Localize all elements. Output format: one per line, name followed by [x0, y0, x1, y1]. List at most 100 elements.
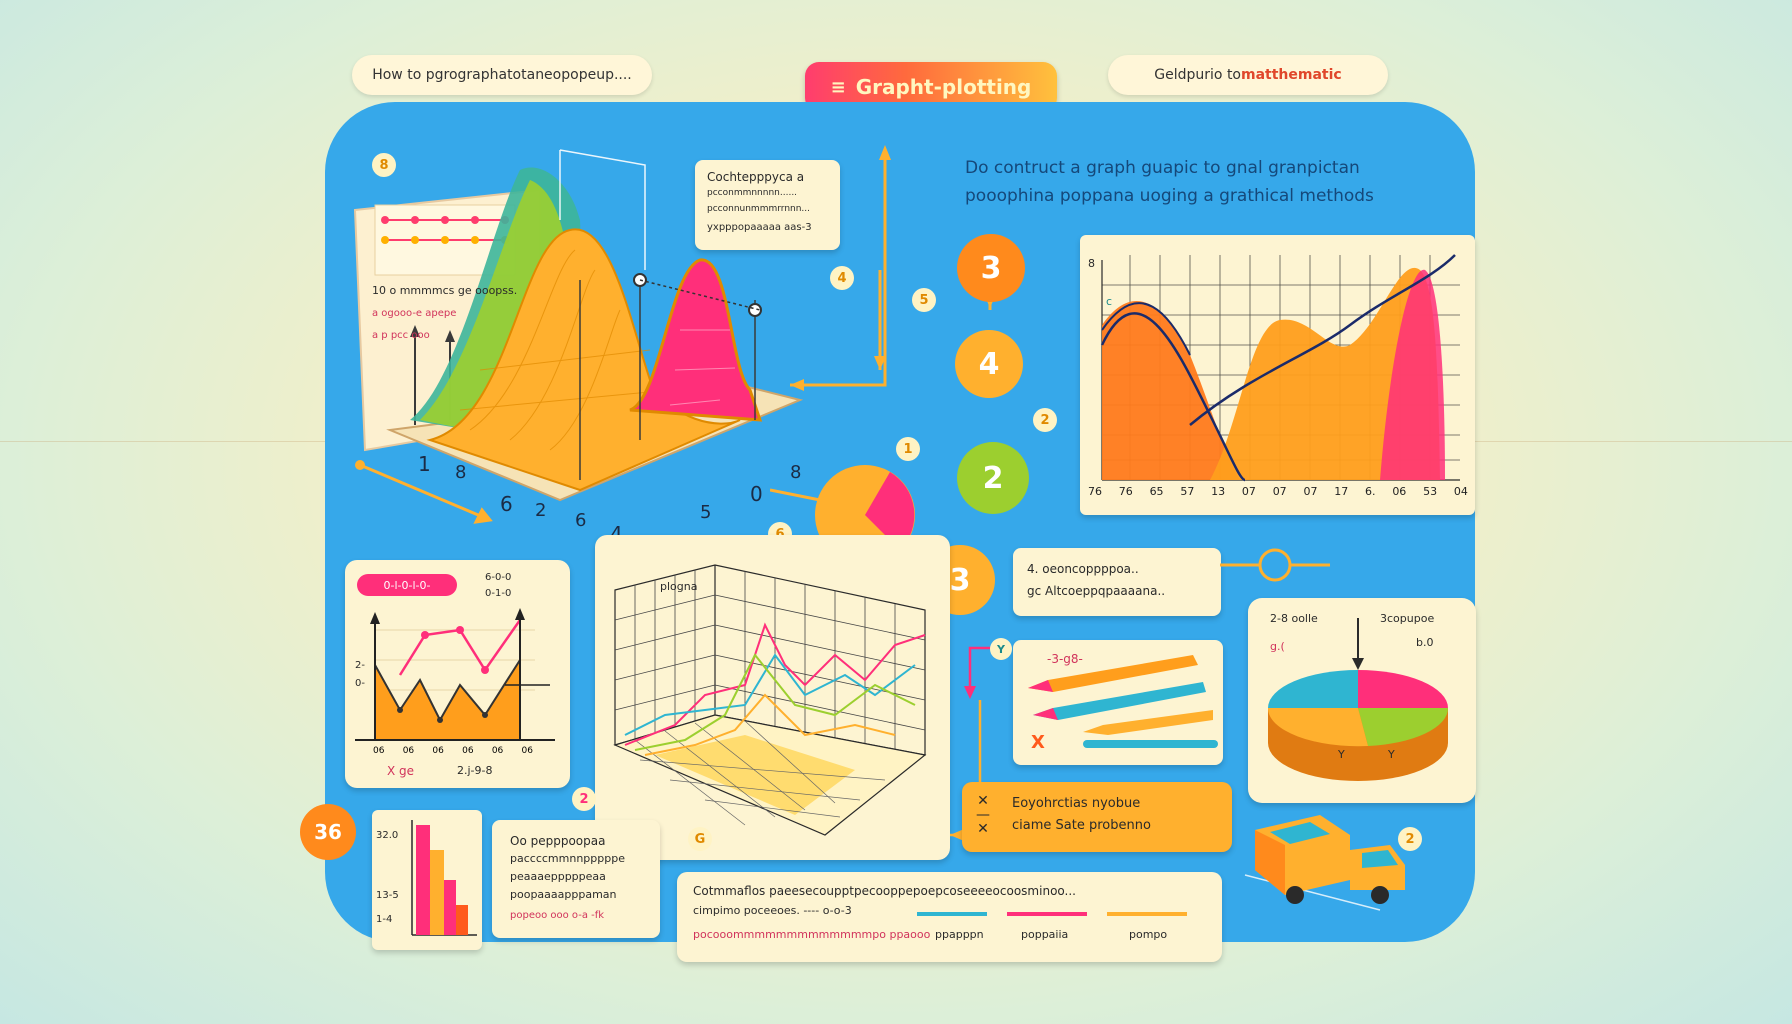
line-chart-side-1: 6-0-0: [485, 572, 512, 583]
flow-badge-mid: 4: [955, 330, 1023, 398]
surface-axis-num: 2: [535, 500, 547, 521]
flow-badge-top: 3: [957, 234, 1025, 302]
surface-axis-num: 6: [575, 510, 587, 531]
surface-panel-line-1: 10 o mmmmcs ge ooopss.: [372, 284, 518, 297]
pen-3: [1083, 710, 1213, 735]
header-title-text: Grapht-plotting: [855, 75, 1032, 99]
header-right-pill[interactable]: Geldpurio to matthematic: [1108, 55, 1388, 95]
area-chart-xtick: 65: [1149, 485, 1164, 498]
area-chart-xtick: 17: [1334, 485, 1349, 498]
legend-item-3: pompo: [1129, 928, 1168, 941]
pie-label-left-2: g.(: [1270, 640, 1285, 653]
pen-1: [1028, 655, 1198, 692]
pie-label-right: 3copupoe: [1380, 612, 1435, 625]
legend-card: Cotmmaflos paeesecoupptpecooppepoepcosee…: [677, 872, 1222, 962]
intro-line-1: Do contruct a graph guapic to gnal granp…: [965, 158, 1360, 178]
legend-swatch-orange: [1107, 912, 1187, 916]
area-chart-xtick: 53: [1423, 485, 1438, 498]
pens-y-tag: Y: [990, 638, 1012, 660]
info-card-line-2: gc Altcoeppqpaaaana..: [1027, 584, 1166, 598]
bar-ytick: 32.0: [376, 830, 399, 841]
area-chart-xtick: 57: [1180, 485, 1195, 498]
info-card: 4. oeoncoppppoa.. gc Altcoeppqpaaaana..: [1013, 548, 1221, 616]
header-left-text: How to pgrographatotaneopopeup....: [372, 67, 632, 83]
pie-y-mark: Y: [1338, 748, 1345, 761]
info-card-line-1: 4. oeoncoppppoa..: [1027, 562, 1139, 576]
line-chart-side-2: 0-1-0: [485, 588, 512, 599]
line-chart-xtick: 06: [402, 746, 415, 756]
line-chart-xtick: 06: [521, 746, 533, 756]
line-chart-xtick: 06: [462, 746, 474, 756]
flow-badge-low: 2: [957, 442, 1029, 514]
surface-bubble-line-3: pcconnunmmmrrnnn...: [707, 204, 811, 214]
area-chart-xtick: 6.: [1365, 485, 1376, 498]
pen-2: [1033, 682, 1206, 720]
info-connector: [1220, 548, 1330, 582]
text-card-line-1: Oo pepppoopaa: [510, 834, 606, 848]
surface-bubble-line-2: pcconmmnnnnn......: [707, 188, 798, 198]
legend-swatch-pink: [1007, 912, 1087, 916]
truck-icon: [1244, 815, 1405, 911]
area-chart-xtick: 13: [1211, 485, 1226, 498]
surface-axis-num: 1: [418, 452, 431, 476]
small-badge: 1: [896, 437, 920, 461]
pie-label-right-2: b.0: [1416, 636, 1434, 649]
small-badge: 5: [912, 288, 936, 312]
pie-3d: [1267, 618, 1449, 781]
pie-label-left: 2-8 oolle: [1270, 612, 1318, 625]
line-chart-xtick: 06: [373, 746, 385, 756]
small-badge: 4: [830, 266, 854, 290]
text-card-line-2: paccccmmnnpppppe: [510, 852, 625, 865]
area-chart-xtick: 76: [1118, 485, 1133, 498]
legend-item-2: poppaiia: [1021, 928, 1069, 941]
header-left-pill[interactable]: How to pgrographatotaneopopeup....: [352, 55, 652, 95]
area-chart-xtick: 07: [1303, 485, 1318, 498]
legend-swatch-teal: [917, 912, 987, 916]
pens-illustration: [1028, 655, 1218, 748]
bar-badge: 36: [300, 804, 356, 860]
line-chart-ylab-2: 0-: [355, 678, 365, 689]
grid-3d-plot: [613, 564, 927, 836]
line-chart-xticks: 06 06 06 06 06 06: [373, 746, 533, 756]
area-chart-ytick-2: c: [1106, 295, 1113, 308]
small-badge: G: [688, 827, 712, 851]
area-chart-xtick: 76: [1088, 485, 1102, 498]
area-chart-card: 8 c 76 76 65 57 13 07 07 07 17 6. 06 53 …: [1080, 235, 1475, 515]
pens-card-label: -3-g8-: [1047, 652, 1083, 666]
bar-ytick: 13-5: [376, 890, 399, 901]
area-chart-ytick: 8: [1088, 257, 1095, 270]
line-chart-xtick: 06: [491, 746, 504, 756]
line-chart-card: 0-l-0-l-0- 6-0-0 0-1-0 2- 0- 06 06 06 06…: [345, 560, 570, 788]
line-chart-label: 0-l-0-l-0-: [357, 574, 457, 596]
pens-x-mark: X: [1031, 732, 1045, 753]
small-badge: 2: [1398, 827, 1422, 851]
line-chart: [355, 608, 555, 741]
text-card-line-5: popeoo ooo o-a -fk: [510, 910, 605, 921]
orange-card-line-1: Eoyohrctias nyobue: [1012, 796, 1141, 811]
header-right-prefix: Geldpurio to: [1154, 67, 1241, 83]
legend-card-line-1: Cotmmaflos paeesecoupptpecooppepoepcosee…: [693, 884, 1076, 898]
bar-chart-card: 32.0 13-5 1-4: [372, 810, 482, 950]
surface-panel-line-3: a p pcc ooo: [372, 330, 430, 341]
text-card-line-4: poopaaaapppaman: [510, 888, 617, 901]
surface-axis-num: 8: [790, 462, 802, 483]
line-chart-footer-right: 2.j-9-8: [457, 764, 493, 777]
surface-axis-num: 8: [455, 462, 467, 483]
header-right-accent: matthematic: [1241, 67, 1342, 83]
text-card-line-3: peaaaepppppeaa: [510, 870, 606, 883]
area-chart-xtick: 04: [1453, 485, 1468, 498]
grid-3d-label: plogna: [660, 580, 698, 593]
pie-card: 2-8 oolle g.( 3copupoe b.0 Y Y: [1248, 598, 1476, 803]
text-card: Oo pepppoopaa paccccmmnnpppppe peaaaeppp…: [492, 820, 660, 938]
area-chart-xtick: 06: [1392, 485, 1407, 498]
small-badge: 2: [572, 787, 596, 811]
area-chart-xticks: 76 76 65 57 13 07 07 07 17 6. 06 53 04: [1088, 485, 1468, 498]
area-chart-xtick: 07: [1241, 485, 1256, 498]
surface-bubble-line-1: Cochtepppyca a: [707, 170, 805, 184]
orange-card-line-2: ciame Sate probenno: [1012, 818, 1151, 833]
intro-line-2: pooophina poppana uoging a grathical met…: [965, 186, 1374, 206]
surface-axis-num: 6: [500, 492, 513, 516]
small-badge: 8: [372, 153, 396, 177]
bar-ytick: 1-4: [376, 914, 393, 925]
surface-bubble-line-4: yxpppopaaaaa aas-3: [707, 222, 812, 233]
